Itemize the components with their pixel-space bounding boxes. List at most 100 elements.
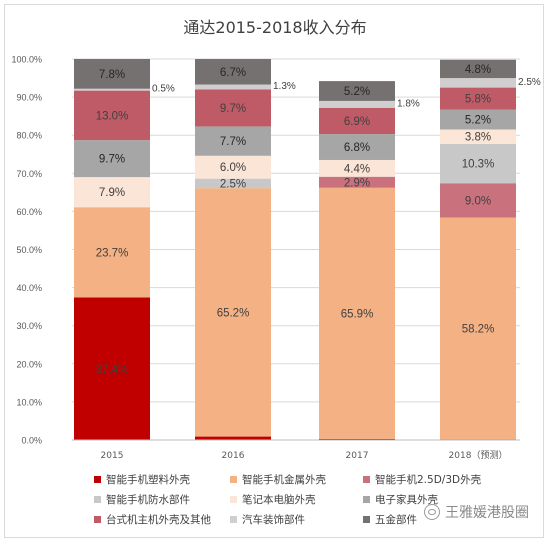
legend-item: 智能手机金属外壳: [230, 472, 363, 487]
data-label: 6.9%: [344, 116, 370, 128]
legend-item: 电子家具外壳: [363, 492, 523, 507]
legend-item: 智能手机防水部件: [94, 492, 230, 507]
y-tick-label: 0.0%: [21, 436, 42, 446]
y-tick-label: 50.0%: [16, 245, 42, 255]
legend-swatch: [363, 476, 370, 483]
bar-segment: [440, 217, 516, 440]
legend-swatch: [230, 476, 237, 483]
bar-segment: [440, 109, 516, 130]
legend-swatch: [363, 496, 370, 503]
y-tick-label: 10.0%: [16, 397, 42, 407]
legend-label: 电子家具外壳: [375, 494, 438, 506]
legend-item: 智能手机塑料外壳: [94, 472, 230, 487]
legend-swatch: [94, 496, 101, 503]
watermark-text: 王雅媛港股圈: [445, 505, 529, 521]
bar-segment: [319, 438, 395, 440]
bar-segment: [440, 59, 516, 79]
y-tick-label: 90.0%: [16, 93, 42, 103]
data-label: 1.3%: [273, 81, 296, 92]
chart-title: 通达2015-2018收入分布: [183, 18, 367, 37]
data-label: 9.0%: [465, 195, 491, 207]
legend-swatch: [94, 476, 101, 483]
data-label: 5.8%: [465, 94, 491, 106]
bar-segment: [440, 87, 516, 110]
y-tick-label: 40.0%: [16, 283, 42, 293]
legend-label: 台式机主机外壳及其他: [106, 514, 211, 526]
legend-swatch: [94, 516, 101, 523]
legend-label: 汽车装饰部件: [242, 514, 305, 526]
wechat-icon: [424, 504, 440, 520]
data-label: 65.2%: [217, 307, 250, 319]
bar-segment: [440, 183, 516, 218]
bar-segment: [74, 140, 150, 178]
y-tick-label: 100.0%: [11, 55, 42, 65]
bar-segment: [74, 88, 150, 91]
bar-segment: [319, 159, 395, 177]
bar-segment: [195, 59, 271, 85]
bar-segment: [195, 126, 271, 156]
data-label: 13.0%: [96, 110, 129, 122]
data-label: 3.8%: [465, 132, 491, 144]
bar-segment: [440, 143, 516, 184]
legend-label: 笔记本电脑外壳: [242, 494, 316, 506]
bar-segment: [74, 177, 150, 208]
watermark: 王雅媛港股圈: [424, 502, 529, 522]
legend-label: 五金部件: [375, 514, 417, 526]
bar-segment: [319, 100, 395, 108]
data-label: 9.7%: [220, 103, 246, 115]
data-label: 5.2%: [344, 86, 370, 98]
data-label: 7.9%: [99, 187, 125, 199]
data-label: 6.7%: [220, 67, 246, 79]
data-label: 37.4%: [96, 364, 129, 376]
y-tick-label: 70.0%: [16, 169, 42, 179]
x-tick-label: 2015: [101, 451, 124, 461]
legend-swatch: [363, 516, 370, 523]
chart-legend: 智能手机塑料外壳 智能手机金属外壳 智能手机2.5D/3D外壳智能手机防水部件 笔记本…: [94, 472, 524, 527]
data-label: 23.7%: [96, 247, 129, 259]
bar-segment: [319, 107, 395, 135]
data-label: 4.8%: [465, 64, 491, 76]
legend-swatch: [230, 496, 237, 503]
legend-swatch: [230, 516, 237, 523]
x-tick-label: 2017: [346, 451, 369, 461]
data-label: 58.2%: [462, 323, 495, 335]
x-tick-label: 2018（预测）: [449, 450, 508, 461]
data-label: 7.8%: [99, 69, 125, 81]
bar-segment: [74, 59, 150, 89]
legend-label: 智能手机2.5D/3D外壳: [375, 474, 482, 486]
data-label: 0.5%: [152, 84, 175, 95]
bar-segment: [74, 207, 150, 298]
data-label: 10.3%: [462, 159, 495, 171]
bar-segment: [195, 436, 271, 440]
x-tick-label: 2016: [222, 451, 245, 461]
bar-segment: [195, 89, 271, 127]
legend-item: 汽车装饰部件: [230, 512, 363, 527]
data-label: 4.4%: [344, 163, 370, 175]
bar-segment: [319, 187, 395, 439]
bar-segment: [195, 155, 271, 179]
legend-item: 五金部件: [363, 512, 523, 527]
y-tick-label: 60.0%: [16, 207, 42, 217]
data-label: 1.8%: [397, 98, 420, 109]
data-label: 9.7%: [99, 154, 125, 166]
legend-label: 智能手机防水部件: [106, 494, 190, 506]
data-label: 2.5%: [518, 77, 541, 88]
bar-segment: [319, 81, 395, 101]
data-label: 7.7%: [220, 136, 246, 148]
data-label: 2.5%: [220, 178, 246, 190]
y-tick-label: 30.0%: [16, 321, 42, 331]
data-label: 6.0%: [220, 162, 246, 174]
data-label: 6.8%: [344, 142, 370, 154]
bar-segment: [195, 178, 271, 189]
bar-segment: [195, 188, 271, 437]
legend-item: 笔记本电脑外壳: [230, 492, 363, 507]
bar-segment: [440, 78, 516, 88]
bar-segment: [319, 134, 395, 160]
data-label: 65.9%: [341, 308, 374, 320]
bar-segment: [195, 84, 271, 90]
legend-label: 智能手机塑料外壳: [106, 474, 190, 486]
bar-segment: [74, 297, 150, 440]
y-tick-label: 20.0%: [16, 359, 42, 369]
y-tick-label: 80.0%: [16, 131, 42, 141]
